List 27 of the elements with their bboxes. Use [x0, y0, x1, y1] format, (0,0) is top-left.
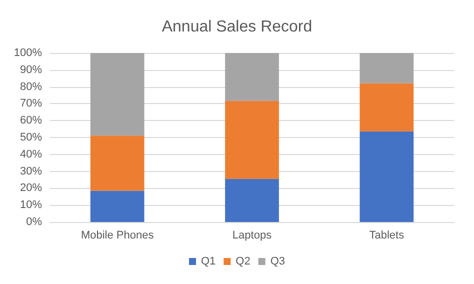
y-tick-label: 10%: [20, 199, 42, 212]
chart-title: Annual Sales Record: [162, 18, 312, 36]
y-tick-label: 90%: [20, 64, 42, 76]
y-tick-label: 0%: [26, 216, 42, 228]
y-tick-label: 70%: [20, 98, 42, 110]
bar: [225, 100, 279, 179]
x-tick-label: Laptops: [232, 230, 272, 242]
bar: [225, 178, 279, 222]
y-tick-label: 60%: [20, 114, 42, 127]
y-tick-label: 80%: [20, 80, 42, 93]
bar: [360, 53, 414, 84]
bar: [90, 136, 144, 191]
bar: [360, 131, 414, 222]
y-tick-label: 40%: [20, 148, 42, 160]
bar: [360, 83, 414, 132]
legend-label: Q2: [236, 256, 250, 268]
x-tick-label: Tablets: [369, 230, 405, 242]
x-tick-label: Mobile Phones: [80, 230, 154, 242]
y-tick-label: 100%: [14, 47, 42, 59]
legend-label: Q3: [270, 256, 286, 268]
bar: [90, 53, 144, 136]
y-tick-label: 30%: [20, 165, 42, 178]
bar: [90, 190, 144, 222]
y-tick-label: 20%: [20, 182, 42, 194]
bar: [225, 53, 279, 101]
legend-label: Q1: [200, 256, 216, 268]
y-tick-label: 50%: [20, 132, 42, 144]
